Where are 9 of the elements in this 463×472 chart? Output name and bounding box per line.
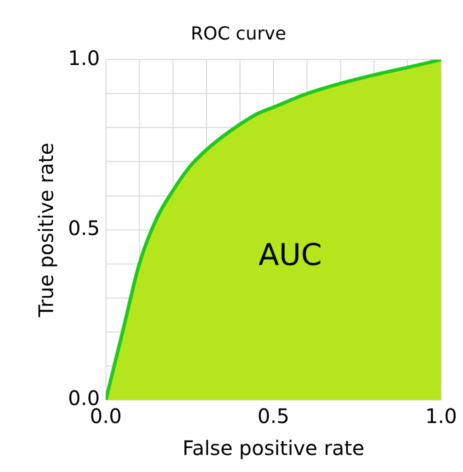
annotation: AUC [258,238,322,273]
x-tick-label: 0.5 [258,404,290,428]
x-tick-label: 1.0 [425,404,458,428]
x-tick-label: 0.0 [90,404,122,428]
x-axis-title: False positive rate [182,436,364,460]
y-tick-label: 1.0 [68,46,100,70]
chart-title: ROC curve [190,23,286,44]
y-axis-title: True positive rate [34,142,58,318]
y-tick-label: 0.5 [68,216,100,240]
